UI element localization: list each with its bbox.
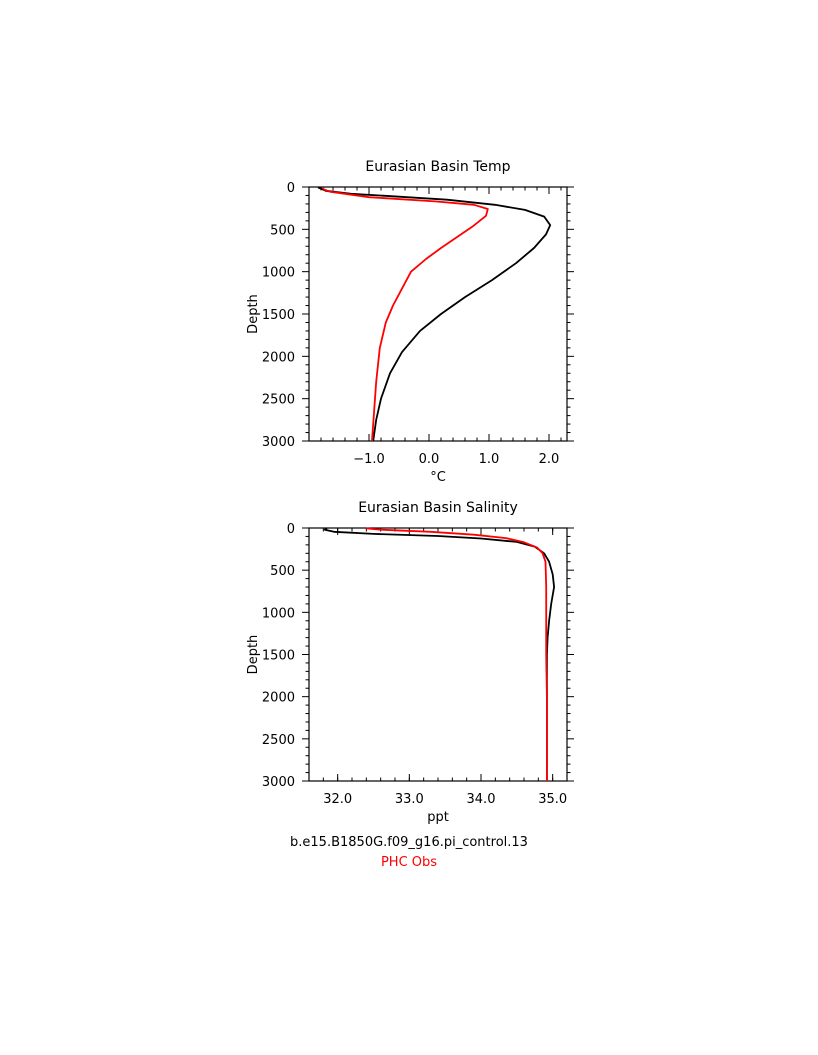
chart-title: Eurasian Basin Temp <box>365 159 510 175</box>
model-profile-line <box>317 186 552 442</box>
x-tick-label: 34.0 <box>467 792 496 807</box>
y-tick-label: 2500 <box>262 733 295 748</box>
y-tick-label: 500 <box>270 223 295 238</box>
y-tick-label: 0 <box>287 181 295 196</box>
y-tick-label: 3000 <box>262 775 295 790</box>
x-tick-label: −1.0 <box>353 452 385 467</box>
y-tick-label: 2000 <box>262 691 295 706</box>
temp-panel: Eurasian Basin Temp °C Depth −1.0 0.0 1.0 2.0 0… <box>246 159 574 485</box>
y-tick-label: 500 <box>270 564 295 579</box>
x-tick-label: 0.0 <box>419 452 440 467</box>
plot-frame <box>308 527 568 782</box>
y-tick-label: 2000 <box>262 350 295 365</box>
y-axis-label: Depth <box>246 294 261 334</box>
obs-profile-line <box>366 527 548 781</box>
y-tick-label: 3000 <box>262 435 295 450</box>
y-tick-label: 1500 <box>262 649 295 664</box>
x-axis-label: °C <box>430 470 446 485</box>
plot-frame <box>308 186 568 442</box>
x-axis-label: ppt <box>427 810 449 825</box>
salinity-panel: Eurasian Basin Salinity ppt Depth 32.0 33.0 3… <box>246 500 574 825</box>
x-tick-label: 2.0 <box>539 452 560 467</box>
legend-obs: PHC Obs <box>380 855 438 870</box>
y-axis-label: Depth <box>246 635 261 675</box>
chart-title: Eurasian Basin Salinity <box>358 500 518 516</box>
y-tick-label: 1000 <box>262 606 295 621</box>
y-tick-label: 2500 <box>262 393 295 408</box>
y-tick-label: 0 <box>287 522 295 537</box>
x-tick-label: 32.0 <box>323 792 352 807</box>
model-profile-line <box>323 527 555 781</box>
x-tick-label: 33.0 <box>395 792 424 807</box>
legend-model: b.e15.B1850G.f09_g16.pi_control.13 <box>290 835 528 850</box>
y-tick-label: 1000 <box>262 266 295 281</box>
x-tick-label: 1.0 <box>479 452 500 467</box>
x-tick-label: 35.0 <box>538 792 567 807</box>
y-tick-label: 1500 <box>262 308 295 323</box>
obs-profile-line <box>321 186 489 442</box>
